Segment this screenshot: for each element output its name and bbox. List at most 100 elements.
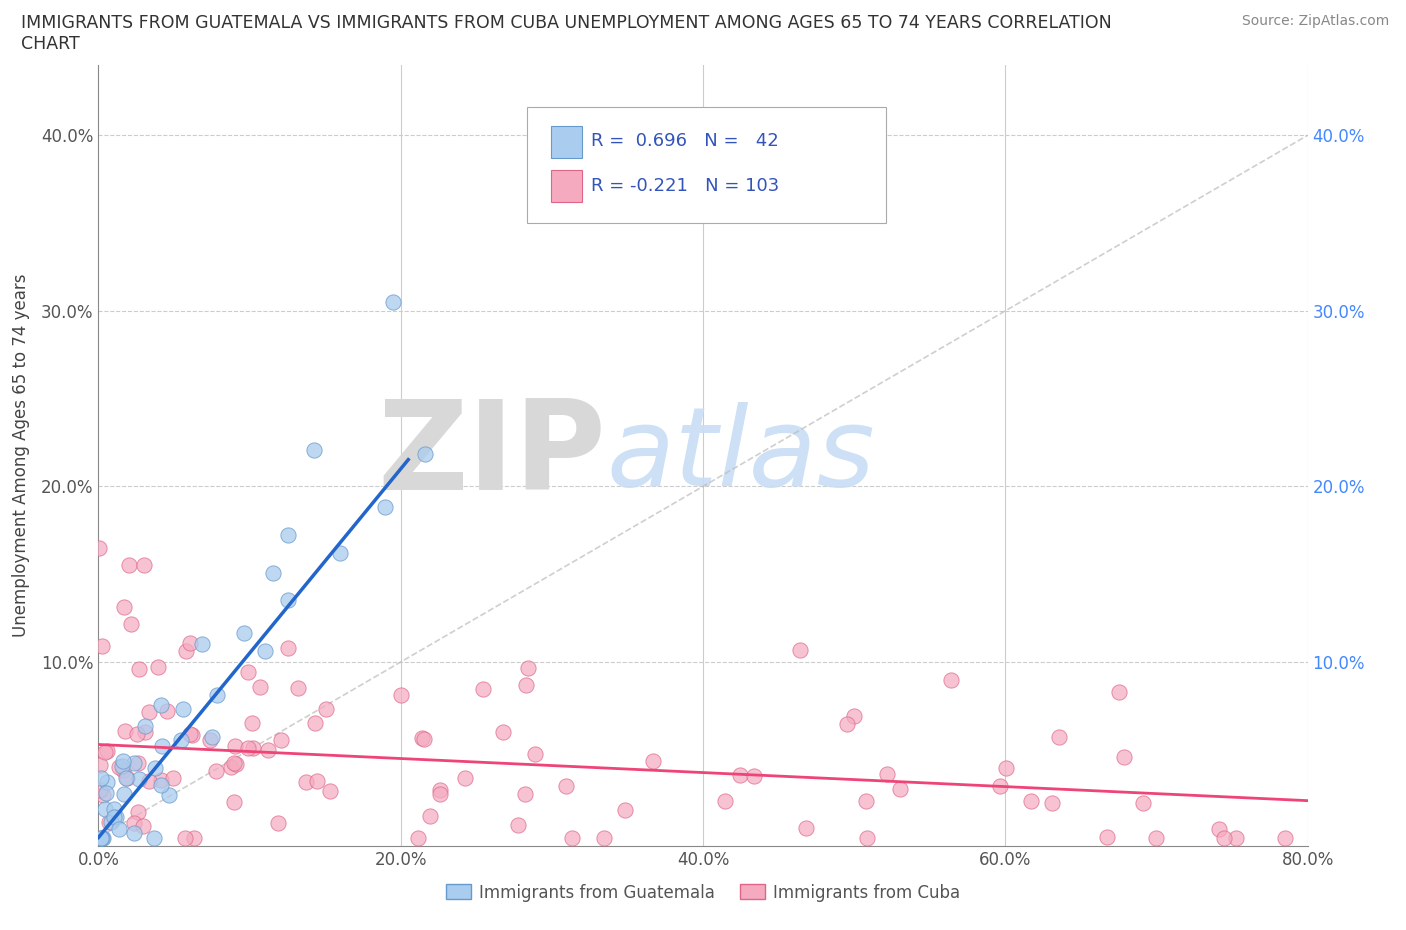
Point: [127, 756, 149, 771]
Point: [156, 704, 179, 719]
Point: [90, 830, 112, 845]
Point: [262, 566, 284, 581]
Point: [855, 794, 877, 809]
Point: [111, 759, 134, 774]
Text: Source: ZipAtlas.com: Source: ZipAtlas.com: [1241, 14, 1389, 28]
Point: [789, 643, 811, 658]
Point: [742, 768, 765, 783]
Point: [249, 680, 271, 695]
Point: [513, 787, 536, 802]
Point: [1274, 830, 1296, 845]
Point: [181, 728, 204, 743]
Point: [1112, 750, 1135, 764]
Point: [419, 808, 441, 823]
Point: [138, 704, 160, 719]
Point: [267, 816, 290, 830]
Point: [97, 814, 120, 829]
Point: [855, 830, 877, 845]
Point: [304, 443, 326, 458]
Point: [89, 782, 111, 797]
Point: [127, 804, 149, 819]
Point: [134, 724, 156, 739]
Point: [96, 744, 118, 759]
Point: [524, 746, 547, 761]
Point: [96, 775, 118, 790]
Point: [1225, 830, 1247, 845]
Point: [1095, 830, 1118, 844]
Point: [1047, 730, 1070, 745]
Point: [172, 701, 194, 716]
Point: [190, 636, 212, 651]
Point: [277, 592, 299, 607]
Point: [90, 830, 112, 845]
Point: [389, 687, 412, 702]
Point: [1208, 822, 1230, 837]
Point: [889, 782, 911, 797]
Point: [118, 558, 141, 573]
Point: [561, 830, 583, 845]
Point: [641, 754, 664, 769]
Point: [517, 660, 540, 675]
Text: ZIP: ZIP: [378, 395, 606, 516]
Point: [374, 500, 396, 515]
Point: [406, 830, 429, 845]
Point: [555, 778, 578, 793]
Point: [183, 830, 205, 845]
Point: [256, 742, 278, 757]
Point: [242, 741, 264, 756]
Point: [149, 772, 172, 787]
Point: [277, 528, 299, 543]
Point: [112, 787, 135, 802]
Point: [1021, 793, 1043, 808]
Point: [329, 545, 352, 560]
Point: [179, 726, 201, 741]
Point: [103, 809, 125, 824]
Point: [131, 818, 153, 833]
Point: [613, 803, 636, 817]
Point: [995, 761, 1018, 776]
Point: [90, 771, 112, 786]
Point: [128, 771, 150, 786]
Point: [413, 446, 436, 461]
Point: [318, 784, 340, 799]
Point: [125, 726, 148, 741]
Point: [157, 788, 180, 803]
Point: [142, 830, 165, 845]
Point: [89, 758, 111, 773]
Point: [91, 830, 114, 845]
Point: [148, 660, 170, 675]
Point: [174, 830, 197, 845]
Point: [714, 793, 737, 808]
Point: [198, 732, 221, 747]
Point: [242, 715, 264, 730]
Point: [128, 661, 150, 676]
Point: [162, 770, 184, 785]
Point: [169, 733, 191, 748]
Point: [94, 745, 117, 760]
Point: [453, 771, 475, 786]
Point: [145, 761, 167, 776]
Point: [224, 738, 246, 753]
Point: [842, 709, 865, 724]
Point: [94, 802, 117, 817]
Point: [305, 773, 328, 788]
Point: [224, 755, 246, 770]
Point: [941, 672, 963, 687]
Point: [205, 764, 228, 778]
Point: [1108, 684, 1130, 699]
Point: [122, 826, 145, 841]
Point: [90, 830, 112, 845]
Point: [270, 733, 292, 748]
Point: [112, 763, 135, 777]
Point: [219, 760, 242, 775]
Point: [277, 640, 299, 655]
Point: [94, 786, 117, 801]
Point: [134, 558, 156, 573]
Point: [103, 802, 125, 817]
Point: [876, 766, 898, 781]
Point: [89, 540, 111, 555]
Point: [108, 821, 131, 836]
Text: IMMIGRANTS FROM GUATEMALA VS IMMIGRANTS FROM CUBA UNEMPLOYMENT AMONG AGES 65 TO : IMMIGRANTS FROM GUATEMALA VS IMMIGRANTS …: [21, 14, 1112, 32]
Point: [115, 771, 138, 786]
Point: [114, 724, 136, 738]
